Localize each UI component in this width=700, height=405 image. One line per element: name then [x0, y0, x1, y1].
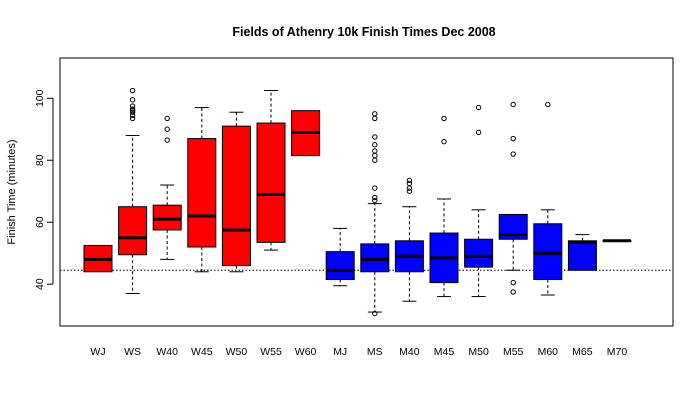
box-M50 — [464, 238, 494, 268]
outlier-point — [475, 129, 482, 136]
outlier-point — [129, 97, 136, 103]
outlier-point — [129, 106, 136, 112]
outlier-point — [441, 115, 447, 122]
y-tick-label: 80 — [34, 154, 46, 166]
outlier-point — [129, 103, 136, 109]
x-category-label: M60 — [538, 346, 559, 358]
x-category-label: W50 — [226, 346, 248, 358]
x-category-label: M45 — [434, 346, 455, 358]
x-category-label: M70 — [607, 346, 628, 358]
outlier-point — [510, 101, 516, 108]
x-category-label: MJ — [333, 346, 347, 358]
y-tick-label: 40 — [34, 278, 46, 290]
outlier-point — [406, 180, 413, 187]
outlier-point — [510, 151, 516, 157]
outlier-point — [164, 115, 170, 122]
outlier-point — [129, 115, 136, 122]
outlier-point — [372, 194, 378, 201]
outlier-point — [372, 152, 378, 159]
box-M60 — [533, 223, 563, 281]
outlier-point — [545, 101, 551, 108]
x-category-label: M50 — [468, 346, 489, 358]
box-WS — [118, 206, 148, 256]
outlier-point — [372, 185, 378, 191]
chart-title: Fields of Athenry 10k Finish Times Dec 2… — [232, 25, 495, 39]
outlier-point — [372, 157, 378, 163]
outlier-point — [372, 111, 378, 117]
outlier-point — [372, 197, 378, 204]
x-category-label: W60 — [295, 346, 317, 358]
outlier-point — [372, 310, 378, 317]
outlier-point — [510, 279, 516, 286]
outlier-point — [406, 188, 413, 194]
outlier-point — [372, 134, 378, 140]
outlier-point — [372, 115, 378, 122]
x-category-label: WJ — [90, 346, 105, 358]
box-MJ — [325, 251, 355, 281]
box-W55 — [256, 122, 286, 243]
outlier-point — [372, 142, 378, 148]
outlier-point — [164, 137, 170, 143]
box-W40 — [152, 204, 182, 231]
x-category-label: M55 — [503, 346, 524, 358]
outlier-point — [406, 177, 413, 184]
x-category-label: M65 — [572, 346, 593, 358]
outlier-point — [164, 126, 170, 132]
y-tick-label: 100 — [34, 89, 46, 107]
x-category-label: W55 — [260, 346, 282, 358]
y-tick-label: 60 — [34, 216, 46, 228]
box-W45 — [187, 138, 217, 248]
outlier-point — [475, 104, 482, 111]
x-category-label: MS — [367, 346, 383, 358]
outlier-point — [372, 148, 378, 154]
outlier-point — [406, 185, 413, 191]
plot-area-frame — [59, 57, 674, 327]
y-axis-label: Finish Time (minutes) — [6, 139, 18, 244]
x-category-label: W45 — [191, 346, 213, 358]
box-W50 — [221, 125, 251, 267]
x-category-label: W40 — [156, 346, 178, 358]
outlier-point — [510, 135, 516, 142]
outlier-point — [510, 289, 516, 295]
outlier-point — [441, 138, 447, 145]
box-M65 — [567, 240, 597, 271]
outlier-point — [129, 87, 136, 94]
x-category-label: WS — [124, 346, 141, 358]
x-category-label: M40 — [399, 346, 420, 358]
box-MS — [360, 243, 390, 273]
